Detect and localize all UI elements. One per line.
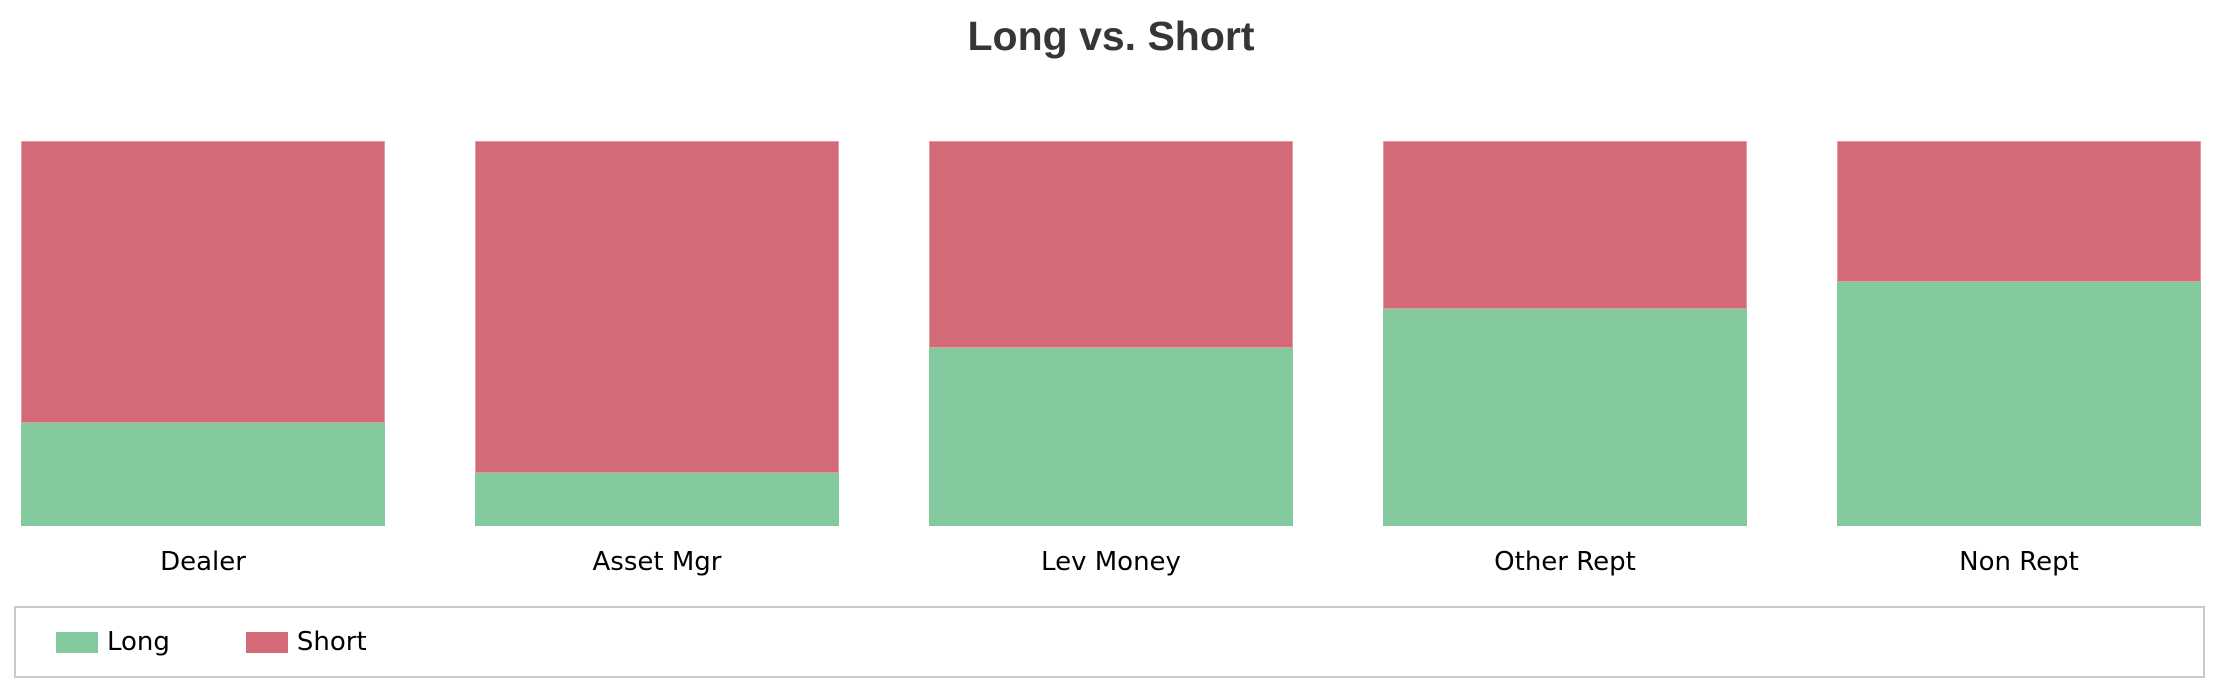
bar-column-dealer: Dealer [21,141,385,581]
chart-title: Long vs. Short [967,13,1255,59]
long-segment[interactable] [929,348,1293,526]
stacked-bar-other-rept[interactable] [1383,141,1747,526]
category-label: Asset Mgr [592,547,722,577]
bar-column-lev-money: Lev Money [929,141,1293,581]
short-swatch-icon [245,631,288,653]
legend: Long Short [14,606,2205,678]
stacked-bar-dealer[interactable] [21,141,385,526]
category-label: Non Rept [1959,547,2079,577]
short-segment[interactable] [475,141,839,473]
category-label: Dealer [160,547,246,577]
long-segment[interactable] [1383,308,1747,526]
long-segment[interactable] [1837,281,2201,526]
bar-column-non-rept: Non Rept [1837,141,2201,581]
bar-column-asset-mgr: Asset Mgr [475,141,839,581]
short-segment[interactable] [1837,141,2201,282]
stacked-bar-non-rept[interactable] [1837,141,2201,526]
short-segment[interactable] [929,141,1293,349]
legend-item-short[interactable]: Short [245,627,367,657]
category-label: Other Rept [1494,547,1636,577]
stacked-bar-asset-mgr[interactable] [475,141,839,526]
category-label: Lev Money [1041,547,1181,577]
short-segment[interactable] [1383,141,1747,309]
short-segment[interactable] [21,141,385,424]
long-segment[interactable] [21,423,385,526]
long-swatch-icon [56,631,98,653]
stacked-bar-lev-money[interactable] [929,141,1293,526]
legend-label-long: Long [107,627,170,657]
legend-label-short: Short [296,627,367,657]
legend-item-long[interactable]: Long [56,627,170,657]
long-segment[interactable] [475,472,839,526]
bar-column-other-rept: Other Rept [1383,141,1747,581]
plot-area: Dealer Asset Mgr Lev Money Other Rept [21,141,2201,581]
